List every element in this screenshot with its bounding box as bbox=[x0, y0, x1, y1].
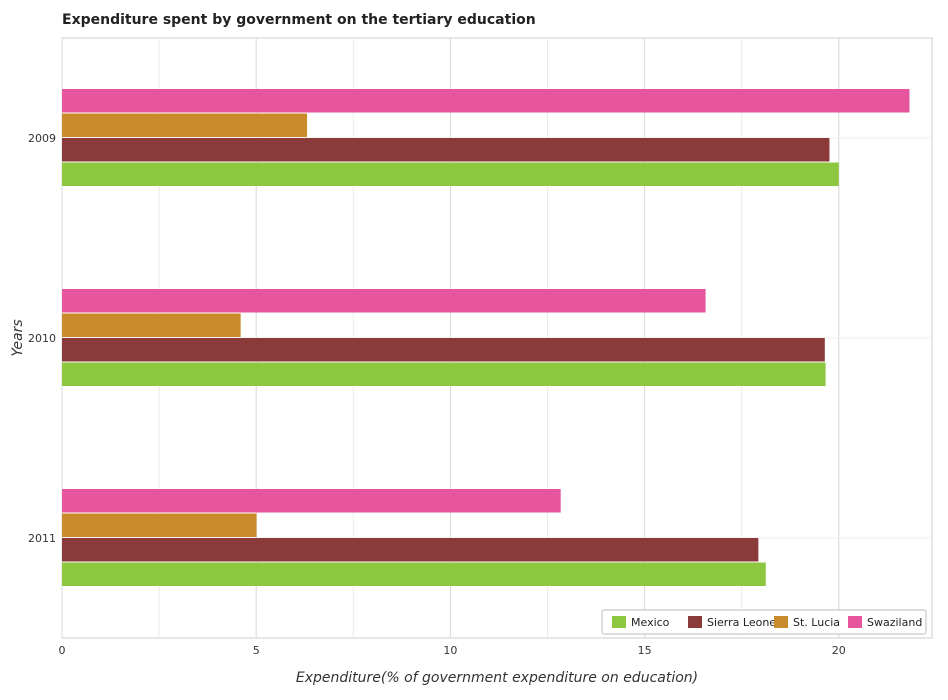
bar-sierra-leone-2009 bbox=[62, 138, 830, 162]
y-tick-label: 2011 bbox=[28, 532, 56, 545]
legend-swatch bbox=[774, 616, 788, 628]
chart-title: Expenditure spent by government on the t… bbox=[62, 12, 536, 28]
legend: Mexico Sierra Leone St. Lucia Swaziland bbox=[601, 609, 927, 635]
bar-st-lucia-2009 bbox=[62, 113, 308, 137]
bar-st-lucia-2011 bbox=[62, 513, 257, 537]
bar-st-lucia-2010 bbox=[62, 313, 241, 337]
bar-sierra-leone-2011 bbox=[62, 538, 759, 562]
legend-swatch bbox=[688, 616, 702, 628]
x-tick-label: 10 bbox=[443, 644, 457, 657]
legend-entry: Mexico bbox=[631, 616, 670, 629]
x-tick-label: 5 bbox=[253, 644, 260, 657]
legend-entry: St. Lucia bbox=[793, 616, 840, 629]
legend-swatch bbox=[612, 616, 626, 628]
bar-mexico-2009 bbox=[62, 162, 839, 186]
bar-swaziland-2011 bbox=[62, 489, 561, 513]
legend-entry: Swaziland bbox=[867, 616, 922, 629]
legend-box bbox=[601, 609, 927, 635]
bars bbox=[62, 89, 910, 586]
bar-mexico-2010 bbox=[62, 362, 826, 386]
y-tick-label: 2010 bbox=[28, 332, 56, 345]
legend-entry: Sierra Leone bbox=[707, 616, 776, 629]
bar-swaziland-2009 bbox=[62, 89, 910, 113]
x-tick-label: 20 bbox=[832, 644, 846, 657]
bar-mexico-2011 bbox=[62, 562, 766, 586]
x-axis-label: Expenditure(% of government expenditure … bbox=[296, 670, 698, 686]
plot-area: 0 5 10 15 20 2009 2010 2011 bbox=[28, 37, 933, 657]
bar-sierra-leone-2010 bbox=[62, 338, 825, 362]
y-tick-labels: 2009 2010 2011 bbox=[28, 132, 56, 545]
x-tick-labels: 0 5 10 15 20 bbox=[59, 644, 846, 657]
y-axis-label: Years bbox=[10, 319, 26, 356]
legend-swatch bbox=[848, 616, 862, 628]
x-tick-label: 0 bbox=[59, 644, 66, 657]
y-tick-label: 2009 bbox=[28, 132, 56, 145]
bar-swaziland-2010 bbox=[62, 289, 706, 313]
x-tick-label: 15 bbox=[638, 644, 652, 657]
